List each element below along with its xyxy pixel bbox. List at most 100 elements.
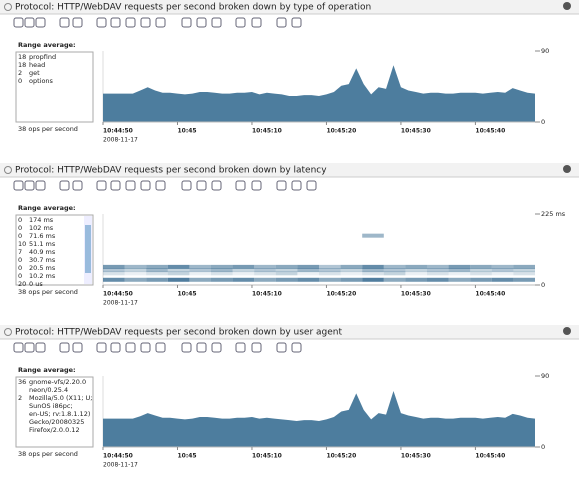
toolbar-button[interactable] (211, 180, 222, 191)
toolbar-button[interactable] (110, 180, 121, 191)
heat-cell (340, 277, 363, 282)
rate-label: 38 ops per second (18, 125, 78, 133)
heat-cell (211, 268, 233, 273)
heat-cell (125, 234, 147, 238)
toolbar-button[interactable] (125, 17, 136, 28)
toolbar-button[interactable] (291, 17, 302, 28)
heat-cell (146, 234, 168, 238)
toolbar-button[interactable] (72, 180, 83, 191)
toolbar-button[interactable] (196, 342, 207, 353)
x-tick-label: 10:44:50 (103, 291, 133, 298)
x-tick-label: 10:45:20 (326, 291, 356, 298)
toolbar-button[interactable] (251, 17, 262, 28)
toolbar-button[interactable] (35, 180, 46, 191)
panel-title: Protocol: HTTP/WebDAV requests per secon… (15, 3, 371, 13)
toolbar-button[interactable] (125, 342, 136, 353)
heat-cell (513, 268, 535, 273)
heat-cell (513, 264, 535, 269)
date-label: 2008-11-17 (103, 300, 138, 307)
heat-cell (470, 264, 492, 269)
toolbar-button[interactable] (155, 17, 166, 28)
toolbar-button[interactable] (181, 17, 192, 28)
toolbar-button[interactable] (35, 342, 46, 353)
heat-cell (124, 277, 147, 282)
toolbar-button[interactable] (24, 342, 35, 353)
close-button[interactable] (563, 165, 571, 173)
close-button[interactable] (563, 327, 571, 335)
legend-count: 0 (18, 77, 22, 85)
legend-count: 0 (18, 264, 22, 272)
toolbar-button[interactable] (59, 342, 70, 353)
toolbar-button[interactable] (196, 180, 207, 191)
range-average-label: Range average: (18, 41, 76, 49)
area (103, 390, 535, 447)
legend-name: neon/0.25.4 (29, 386, 68, 394)
close-button[interactable] (563, 2, 571, 10)
toolbar-button[interactable] (181, 180, 192, 191)
toolbar-button[interactable] (251, 342, 262, 353)
toolbar-button[interactable] (235, 17, 246, 28)
toolbar-button[interactable] (196, 17, 207, 28)
toolbar-button[interactable] (96, 17, 107, 28)
toolbar-button[interactable] (110, 17, 121, 28)
expand-icon[interactable] (4, 166, 12, 174)
toolbar-button[interactable] (13, 342, 24, 353)
legend-name: 102 ms (29, 224, 54, 232)
toolbar-button[interactable] (140, 342, 151, 353)
heat-cell (340, 271, 363, 276)
toolbar-button[interactable] (24, 180, 35, 191)
toolbar-button[interactable] (59, 180, 70, 191)
toolbar-button[interactable] (125, 180, 136, 191)
scroll-thumb[interactable] (85, 225, 91, 273)
toolbar-button[interactable] (251, 180, 262, 191)
heat-cell (470, 268, 492, 273)
toolbar-button[interactable] (155, 180, 166, 191)
toolbar-button[interactable] (276, 17, 287, 28)
toolbar-button[interactable] (24, 17, 35, 28)
heat-cell (275, 277, 298, 282)
toolbar-button[interactable] (306, 180, 317, 191)
heat-cell (362, 277, 384, 282)
toolbar-button[interactable] (276, 180, 287, 191)
toolbar-button[interactable] (110, 342, 121, 353)
heat-cell (103, 271, 125, 276)
toolbar-button[interactable] (155, 342, 166, 353)
y-tick-label: 90 (541, 47, 549, 55)
toolbar-button[interactable] (235, 180, 246, 191)
toolbar-button[interactable] (211, 17, 222, 28)
heat-cell (189, 268, 211, 273)
toolbar-button[interactable] (291, 342, 302, 353)
heat-cell (189, 264, 211, 269)
heat-cell (103, 234, 125, 238)
toolbar-button[interactable] (13, 180, 24, 191)
x-tick-label: 10:45:40 (475, 453, 505, 460)
toolbar-button[interactable] (72, 17, 83, 28)
heat-cell (513, 234, 535, 238)
toolbar-button[interactable] (235, 342, 246, 353)
legend-name: 174 ms (29, 216, 54, 224)
toolbar-button[interactable] (96, 180, 107, 191)
heat-cell (491, 277, 514, 282)
toolbar-button[interactable] (59, 17, 70, 28)
toolbar-button[interactable] (291, 180, 302, 191)
toolbar-button[interactable] (72, 342, 83, 353)
heat-cell (470, 271, 492, 276)
toolbar-button[interactable] (96, 342, 107, 353)
heat-cell (427, 277, 449, 282)
x-tick-label: 10:45:10 (252, 291, 282, 298)
toolbar-button[interactable] (35, 17, 46, 28)
toolbar-button[interactable] (211, 342, 222, 353)
rate-label: 38 ops per second (18, 288, 78, 296)
heat-cell (275, 271, 298, 276)
heat-cell (124, 264, 147, 269)
toolbar-button[interactable] (13, 17, 24, 28)
expand-icon[interactable] (4, 328, 12, 336)
toolbar-button[interactable] (140, 17, 151, 28)
toolbar-button[interactable] (140, 180, 151, 191)
toolbar-button[interactable] (181, 342, 192, 353)
toolbar-button[interactable] (276, 342, 287, 353)
heat-cell (211, 277, 233, 282)
heat-cell (491, 268, 514, 273)
expand-icon[interactable] (4, 3, 12, 11)
heat-cell (189, 234, 211, 238)
